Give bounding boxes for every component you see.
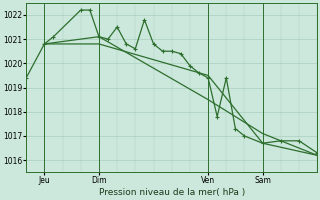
X-axis label: Pression niveau de la mer( hPa ): Pression niveau de la mer( hPa ) (99, 188, 245, 197)
